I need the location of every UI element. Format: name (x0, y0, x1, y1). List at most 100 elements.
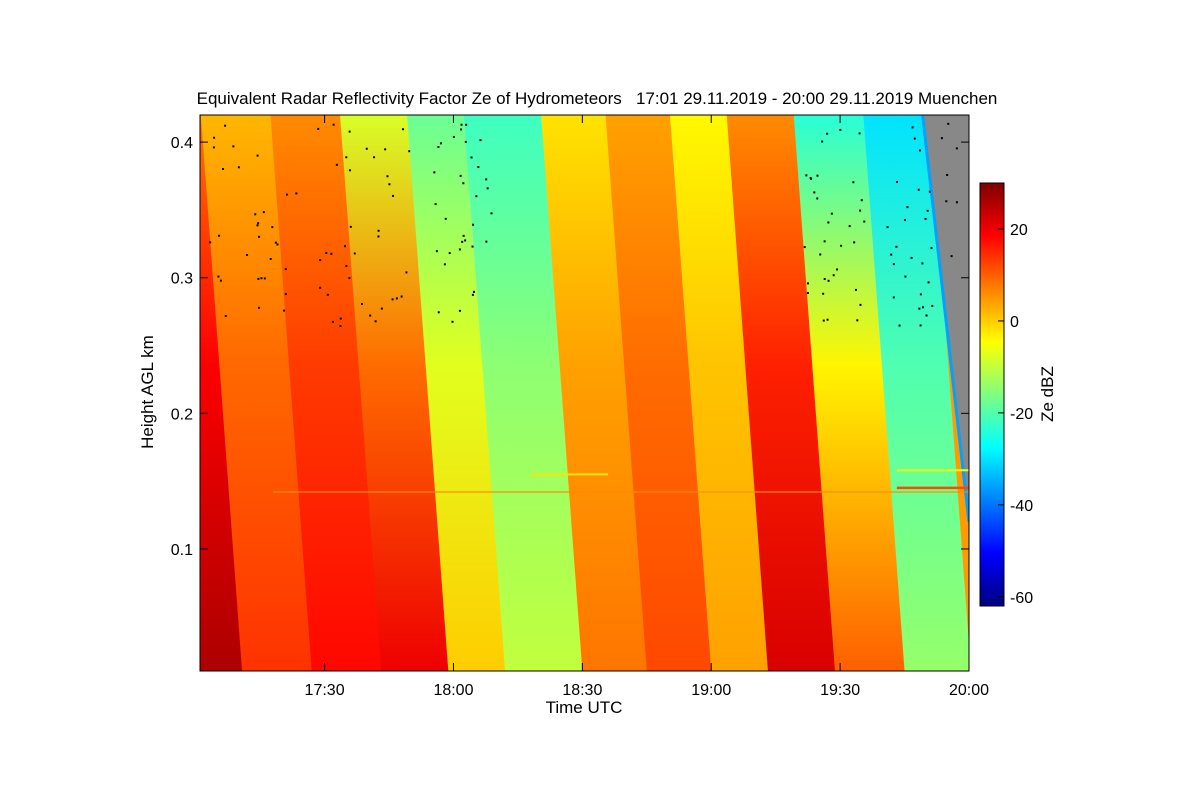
heatmap-band (793, 115, 907, 671)
noise-dot (898, 324, 901, 327)
heatmap-band (340, 115, 451, 671)
colorbar-tick-label: 0 (1010, 314, 1019, 331)
noise-dot (465, 123, 468, 126)
noise-dot (945, 200, 948, 203)
noise-dot (219, 279, 222, 282)
y-tick-label: 0.1 (171, 542, 193, 559)
y-axis-label: Height AGL km (138, 335, 157, 449)
noise-dot (260, 277, 263, 280)
noise-dot (921, 262, 924, 265)
noise-dot (836, 268, 839, 271)
noise-dot (930, 247, 933, 250)
noise-dot (946, 174, 949, 177)
noise-dot (256, 154, 259, 157)
noise-dot (853, 241, 856, 244)
noise-dot (388, 183, 391, 186)
noise-dot (330, 252, 333, 255)
noise-dot (822, 319, 825, 322)
noise-dot (904, 219, 907, 222)
noise-dot (391, 298, 394, 301)
noise-dot (854, 288, 857, 291)
noise-dot (437, 311, 440, 314)
noise-dot (405, 271, 408, 274)
noise-dot (452, 135, 455, 138)
noise-dot (485, 178, 488, 181)
noise-dot (832, 274, 835, 277)
noise-dot (955, 147, 958, 150)
noise-dot (274, 241, 277, 244)
noise-dot (349, 225, 352, 228)
heatmap-band (463, 115, 585, 671)
noise-dot (821, 140, 824, 143)
x-axis-label: Time UTC (546, 698, 623, 717)
noise-dot (911, 126, 914, 129)
x-tick-label: 18:30 (562, 682, 602, 699)
noise-dot (295, 192, 298, 195)
noise-dot (921, 306, 924, 309)
noise-dot (257, 277, 260, 280)
heatmap-band (669, 115, 770, 671)
noise-dot (254, 213, 257, 216)
noise-dot (345, 264, 348, 267)
noise-dot (458, 248, 461, 251)
noise-dot (258, 235, 261, 238)
heatmap-bands (200, 115, 969, 671)
colorbar-tick-label: 20 (1010, 222, 1028, 239)
noise-dot (345, 156, 348, 159)
noise-dot (896, 180, 899, 183)
noise-dot (408, 150, 411, 153)
noise-dot (816, 174, 819, 177)
noise-dot (269, 257, 272, 260)
colorbar-label: Ze dBZ (1038, 366, 1057, 422)
noise-dot (931, 304, 934, 307)
noise-dot (918, 307, 921, 310)
noise-dot (892, 263, 895, 266)
noise-dot (435, 250, 438, 253)
noise-dot (332, 123, 335, 126)
noise-dot (906, 206, 909, 209)
noise-dot (218, 234, 221, 237)
colorbar-gradient (979, 182, 1005, 607)
noise-dot (263, 277, 266, 280)
noise-dot (477, 166, 480, 169)
noise-dot (462, 182, 465, 185)
noise-dot (485, 240, 488, 243)
noise-dot (262, 211, 265, 214)
noise-dot (840, 244, 843, 247)
noise-dot (326, 293, 329, 296)
noise-dot (910, 256, 913, 259)
noise-dot (433, 171, 436, 174)
noise-dot (460, 123, 463, 126)
y-axis: 0.1 0.2 0.3 0.4 (171, 135, 969, 559)
noise-dot (823, 278, 826, 281)
heatmap-band (726, 115, 837, 671)
noise-dot (224, 124, 227, 127)
noise-dot (395, 297, 398, 300)
noise-dot (826, 318, 829, 321)
x-tick-label: 18:00 (433, 682, 473, 699)
colorbar-tick-label: -60 (1010, 590, 1033, 607)
noise-dot (927, 281, 930, 284)
noise-dot (331, 320, 334, 323)
noise-dot (325, 252, 328, 255)
noise-dot (443, 263, 446, 266)
noise-dot (380, 307, 383, 310)
noise-dot (471, 245, 474, 248)
noise-dot (472, 223, 475, 226)
colorbar-ticks: 20 0 -20 -40 -60 (998, 222, 1033, 607)
plot-frame (199, 114, 970, 672)
noise-dot (373, 156, 376, 159)
noise-dot (257, 222, 260, 225)
chart-title: Equivalent Radar Reflectivity Factor Ze … (197, 89, 998, 108)
noise-dot (444, 217, 447, 220)
noise-dot (856, 319, 859, 322)
noise-dot (317, 127, 320, 130)
noise-dot (895, 245, 898, 248)
plot-area (199, 114, 970, 672)
noise-dot (374, 320, 377, 323)
noise-dot (464, 239, 467, 242)
noise-dot (348, 277, 351, 280)
noise-dot (913, 137, 916, 140)
noise-dots (209, 122, 958, 328)
